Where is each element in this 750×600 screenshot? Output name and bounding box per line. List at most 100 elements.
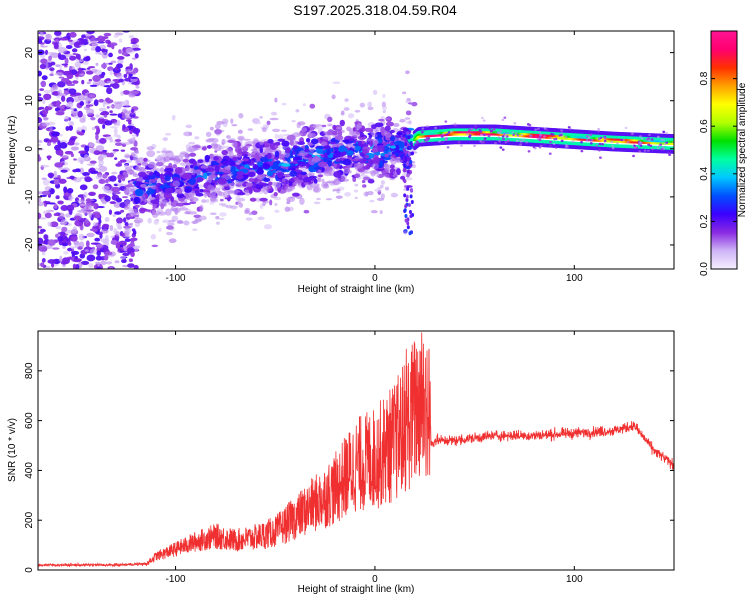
heatmap-cell: [438, 140, 441, 143]
heatmap-cell: [333, 178, 340, 186]
heatmap-cell: [668, 153, 672, 157]
heatmap-cell: [55, 64, 61, 68]
heatmap-cell: [147, 217, 152, 224]
heatmap-cell: [516, 134, 520, 137]
heatmap-cell: [60, 219, 68, 226]
heatmap-cell: [106, 87, 113, 95]
heatmap-cell: [501, 148, 505, 151]
heatmap-cell: [277, 138, 286, 142]
heatmap-cell: [616, 142, 619, 145]
heatmap-cell: [69, 137, 76, 141]
heatmap-cell: [53, 177, 61, 180]
heatmap-cell: [185, 124, 192, 129]
heatmap-cell: [381, 101, 386, 108]
heatmap-cell: [305, 137, 311, 143]
heatmap-cell: [587, 136, 591, 139]
heatmap-cell: [39, 63, 47, 70]
heatmap-cell: [104, 120, 113, 126]
heatmap-cell: [236, 171, 245, 176]
heatmap-cell: [213, 155, 219, 161]
heatmap-cell: [162, 137, 169, 142]
heatmap-cell: [299, 197, 305, 205]
heatmap-cell: [89, 228, 98, 232]
heatmap-cell: [98, 159, 104, 166]
heatmap-cell: [42, 98, 46, 105]
heatmap-cell: [77, 157, 86, 163]
heatmap-cell: [84, 176, 92, 183]
heatmap-cell: [411, 101, 418, 107]
heatmap-cell: [100, 260, 107, 266]
heatmap-cell: [116, 119, 121, 127]
heatmap-cell: [564, 143, 568, 147]
heatmap-cell: [99, 137, 107, 144]
heatmap-cell: [274, 150, 280, 158]
heatmap-cell: [277, 171, 284, 179]
heatmap-cell: [335, 158, 340, 163]
heatmap-cell: [150, 199, 160, 205]
heatmap-cell: [380, 193, 385, 200]
heatmap-cell: [138, 204, 144, 208]
colorbar-label: Normalized spectral amplitude: [737, 82, 748, 217]
heatmap-cell: [95, 243, 104, 249]
heatmap-cell: [671, 146, 674, 151]
heatmap-cell: [252, 163, 259, 170]
heatmap-x-axis-label: Height of straight line (km): [298, 284, 415, 295]
heatmap-cell: [133, 196, 141, 205]
heatmap-cell: [90, 116, 96, 121]
heatmap-cell: [343, 107, 350, 111]
heatmap-cell: [58, 133, 63, 137]
heatmap-cell: [55, 195, 60, 200]
heatmap-cell: [54, 31, 62, 36]
heatmap-cell: [218, 191, 225, 197]
heatmap-cell: [158, 227, 162, 232]
heatmap-cell: [57, 81, 66, 88]
heatmap-cell: [47, 221, 52, 227]
heatmap-cell: [81, 34, 86, 39]
heatmap-cell: [101, 51, 108, 59]
heatmap-cell: [117, 174, 123, 180]
heatmap-cell: [68, 241, 72, 246]
heatmap-cell: [368, 134, 373, 138]
heatmap-cell: [65, 44, 73, 49]
heatmap-cell: [53, 170, 57, 176]
heatmap-cell: [69, 55, 77, 61]
heatmap-cell: [117, 56, 125, 60]
heatmap-cell: [404, 185, 413, 188]
heatmap-cell: [329, 141, 337, 145]
heatmap-cell: [300, 171, 307, 176]
heatmap-cell: [103, 114, 108, 118]
heatmap-cell: [121, 196, 129, 199]
heatmap-cell: [382, 93, 386, 98]
heatmap-cell: [402, 136, 406, 141]
heatmap-cell: [230, 178, 235, 182]
heatmap-cell: [480, 133, 483, 137]
heatmap-cell: [223, 169, 232, 174]
heatmap-cell: [98, 179, 106, 185]
heatmap-cell: [440, 135, 444, 138]
heatmap-x-tick-label: -100: [166, 273, 186, 284]
heatmap-cell: [332, 188, 341, 192]
heatmap-cell: [77, 199, 86, 202]
heatmap-cell: [203, 172, 208, 180]
heatmap-cell: [109, 113, 118, 116]
heatmap-cell: [639, 144, 643, 147]
heatmap-cell: [239, 151, 249, 155]
heatmap-cell: [292, 145, 298, 149]
heatmap-cell: [360, 171, 370, 174]
heatmap-cell: [154, 170, 158, 175]
heatmap-cell: [89, 248, 97, 255]
heatmap-cell: [118, 38, 123, 43]
heatmap-cell: [110, 60, 117, 64]
heatmap-cell: [199, 204, 204, 212]
heatmap-cell: [42, 117, 49, 121]
heatmap-cell: [44, 212, 52, 219]
heatmap-cell: [232, 156, 238, 162]
heatmap-cell: [182, 158, 189, 163]
heatmap-cell: [79, 100, 85, 107]
heatmap-cell: [190, 168, 196, 176]
heatmap-cell: [231, 205, 238, 209]
heatmap-cell: [146, 146, 155, 151]
heatmap-cell: [74, 243, 80, 248]
heatmap-cell: [95, 133, 99, 141]
heatmap-cell: [183, 220, 189, 226]
